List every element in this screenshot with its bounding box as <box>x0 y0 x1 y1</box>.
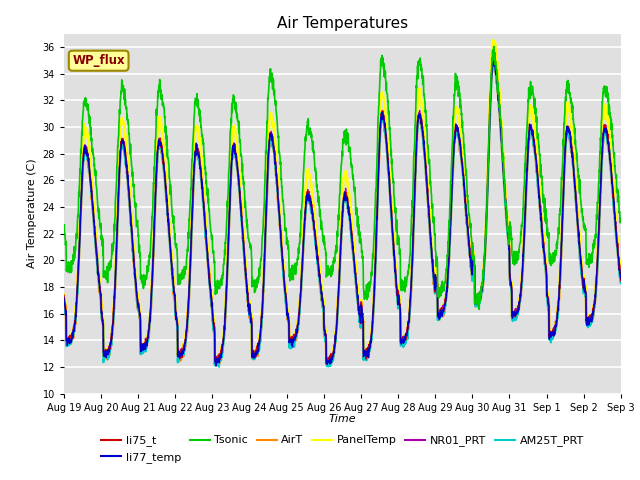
Legend: li75_t, li77_temp, Tsonic, AirT, PanelTemp, NR01_PRT, AM25T_PRT: li75_t, li77_temp, Tsonic, AirT, PanelTe… <box>97 431 588 467</box>
Text: WP_flux: WP_flux <box>72 54 125 67</box>
Y-axis label: Air Temperature (C): Air Temperature (C) <box>27 159 37 268</box>
X-axis label: Time: Time <box>328 414 356 424</box>
Title: Air Temperatures: Air Temperatures <box>277 16 408 31</box>
